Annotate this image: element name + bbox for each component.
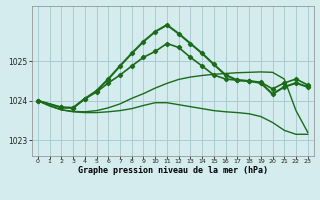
X-axis label: Graphe pression niveau de la mer (hPa): Graphe pression niveau de la mer (hPa)	[78, 166, 268, 175]
